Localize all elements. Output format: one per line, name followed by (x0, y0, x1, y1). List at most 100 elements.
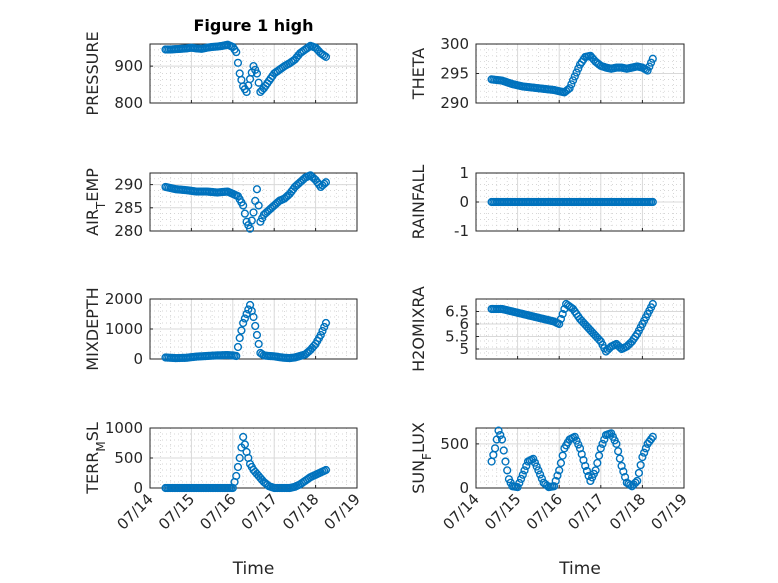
data-point (643, 66, 652, 75)
data-point (252, 185, 262, 194)
y-tick-label: 290 (114, 176, 143, 194)
data-point (239, 201, 248, 210)
data-point (558, 451, 567, 460)
data-point (641, 444, 650, 453)
data-point (570, 72, 579, 81)
y-tick-label: 0 (459, 193, 469, 211)
subplot-theta: 290 295 300 THETA (409, 35, 685, 112)
data-point (515, 478, 524, 488)
y-tick-label: 500 (440, 435, 469, 453)
y-axis-label: SUNFLUX (409, 422, 434, 494)
data-point (501, 457, 510, 466)
data-point (499, 446, 508, 455)
data-point (232, 48, 241, 57)
subplot-h2omixra: 55.566.5 H2OMIXRA (409, 286, 685, 372)
data-point (631, 478, 640, 487)
x-tick-label: 07/17 (238, 490, 281, 533)
marker-series (161, 40, 331, 97)
data-point (232, 351, 241, 361)
data-point (646, 58, 656, 67)
data-point (529, 454, 538, 463)
data-point (320, 51, 329, 60)
y-tick-label: 1000 (105, 320, 143, 338)
axes-frame (149, 427, 358, 489)
data-point (240, 314, 249, 323)
data-point (254, 78, 263, 87)
data-point (582, 466, 592, 476)
data-point (648, 54, 657, 63)
data-point (555, 319, 564, 329)
data-point (239, 318, 248, 328)
data-point (640, 448, 649, 457)
data-point (321, 52, 331, 62)
data-point (555, 466, 564, 475)
data-point (570, 432, 579, 441)
axes-frame (475, 298, 685, 360)
y-tick-label: 1000 (105, 419, 143, 437)
subplot-air_temp: 280 285 290 AIRTEMP (83, 168, 358, 240)
data-point (645, 62, 654, 71)
y-tick-label: 300 (440, 35, 469, 53)
data-point (233, 342, 243, 352)
data-point (568, 76, 578, 85)
data-point (497, 435, 507, 444)
x-tick-label: 07/18 (606, 490, 649, 533)
marker-series (487, 197, 657, 207)
axes-frame (475, 43, 685, 104)
data-point (240, 440, 249, 449)
data-point (572, 68, 581, 77)
axes-frame (149, 43, 358, 104)
data-point (235, 333, 244, 343)
data-point (251, 321, 260, 331)
subplot-sun_flux: 0500SUNFLUX07/1407/1507/1607/1707/1807/1… (409, 422, 691, 579)
x-tick-label: 07/17 (564, 490, 607, 533)
data-point (558, 309, 567, 319)
axes-frame (475, 427, 685, 489)
subplot-terr_msl: 05001000TERRMSL07/1407/1507/1607/1707/18… (83, 419, 364, 579)
data-point (249, 312, 258, 322)
data-point (320, 179, 329, 188)
subplot-pressure: 800 900 PRESSURE Figure 1 high (83, 16, 358, 116)
y-tick-label: 285 (114, 199, 143, 217)
data-point (567, 80, 576, 89)
marker-series (161, 432, 331, 493)
x-tick-label: 07/19 (648, 490, 691, 533)
y-tick-label: 290 (440, 94, 469, 112)
x-tick-label: 07/15 (155, 490, 198, 533)
y-tick-label: -1 (454, 222, 469, 240)
marker-series (487, 426, 657, 492)
data-point (232, 471, 241, 481)
data-point (320, 322, 329, 332)
data-point (536, 470, 545, 479)
data-point (596, 444, 605, 453)
data-point (612, 439, 621, 448)
data-point (648, 197, 657, 207)
data-point (321, 465, 331, 475)
y-tick-label: 0 (133, 479, 143, 497)
data-point (254, 201, 263, 210)
data-point (240, 209, 249, 218)
data-point (532, 462, 541, 471)
data-point (549, 482, 559, 491)
y-tick-label: 6 (459, 315, 469, 333)
y-tick-label: 900 (114, 57, 143, 75)
y-tick-label: 1 (459, 164, 469, 182)
data-point (513, 483, 522, 492)
subplot-rainfall: -1 0 1 RAINFALL (409, 164, 685, 240)
y-axis-label: RAINFALL (409, 165, 428, 240)
data-point (321, 178, 331, 187)
data-point (252, 330, 262, 340)
chart-title: Figure 1 high (194, 16, 314, 35)
data-point (247, 216, 256, 225)
data-point (551, 476, 560, 486)
x-axis-label: Time (232, 559, 275, 579)
axes-frame (149, 298, 358, 360)
data-point (249, 208, 258, 217)
y-axis-label: H2OMIXRA (409, 286, 428, 372)
data-point (553, 471, 562, 480)
y-tick-label: 295 (440, 65, 469, 83)
marker-series (487, 299, 657, 356)
axes-frame (475, 172, 685, 232)
data-point (634, 468, 644, 478)
